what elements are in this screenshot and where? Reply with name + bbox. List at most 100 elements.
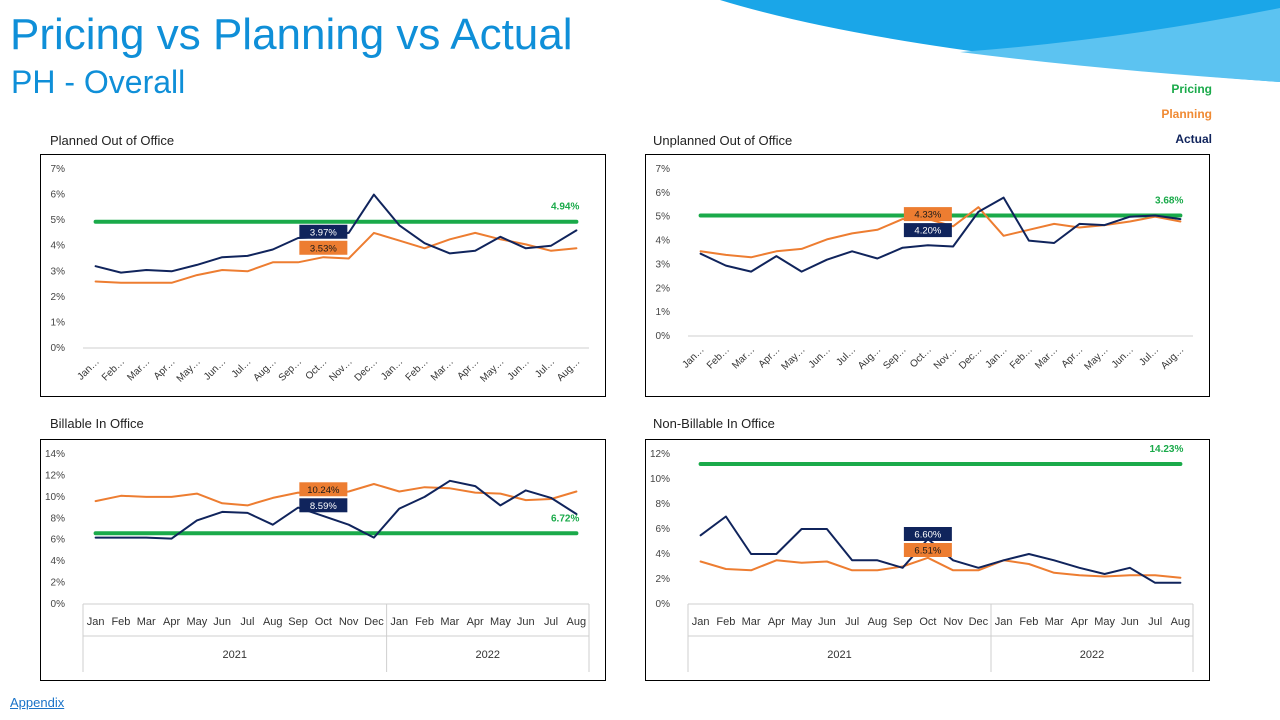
- x-tick-label: Sep: [893, 616, 913, 628]
- x-tick-label: Jan: [390, 616, 408, 628]
- actual-callout-box: [299, 498, 348, 513]
- y-tick-label: 0%: [656, 599, 671, 610]
- x-tick-label: Dec…: [353, 356, 380, 383]
- x-tick-label: Mar: [137, 616, 156, 628]
- actual-callout-box: [299, 224, 348, 239]
- x-tick-label: Nov: [339, 616, 359, 628]
- x-tick-label: Jul…: [1137, 344, 1161, 368]
- planning-value-label: 10.24%: [307, 485, 340, 496]
- chart-non-billable: 0% 2% 4% 6% 8% 10% 12% Jan Feb Mar Apr May Jun Jul Aug…: [645, 439, 1210, 681]
- x-tick-label: Jul…: [834, 344, 858, 368]
- x-tick-label: Aug…: [555, 356, 582, 383]
- x-tick-label: Feb…: [705, 344, 732, 371]
- x-tick-label: Aug…: [251, 356, 278, 383]
- x-tick-label: Oct…: [908, 344, 934, 370]
- x-tick-label: Jun: [1121, 616, 1139, 628]
- x-tick-label: Apr: [163, 616, 180, 628]
- y-tick-label: 8%: [656, 499, 671, 510]
- x-tick-label: Jun: [818, 616, 836, 628]
- x-tick-label: Apr…: [1060, 344, 1086, 370]
- appendix-link[interactable]: Appendix: [10, 695, 65, 710]
- chart-title-non-billable: Non-Billable In Office: [653, 416, 775, 431]
- y-tick-label: 6%: [656, 188, 671, 199]
- year-group-label: 2022: [1080, 649, 1104, 661]
- x-tick-label: Jan…: [379, 356, 405, 382]
- x-tick-label: Jul: [544, 616, 558, 628]
- x-tick-label: Mar…: [429, 356, 456, 383]
- planning-value-label: 6.51%: [914, 546, 941, 557]
- chart-unplanned-ooo-svg: 0%1%2%3%4%5%6%7%Jan…Feb…Mar… Apr…May…Jun……: [656, 164, 1193, 373]
- x-tick-label: Dec…: [957, 344, 984, 371]
- x-tick-label: Apr…: [455, 356, 481, 382]
- y-tick-label: 4%: [51, 556, 66, 567]
- page-subtitle: PH - Overall: [11, 64, 186, 100]
- x-tick-label: Jul…: [230, 356, 254, 380]
- chart-title-planned-ooo: Planned Out of Office: [50, 133, 175, 148]
- x-tick-label: Mar: [1045, 616, 1064, 628]
- x-tick-label: Oct…: [304, 356, 330, 382]
- x-tick-label: Aug…: [1159, 344, 1186, 371]
- y-tick-label: 4%: [656, 236, 671, 247]
- chart-billable: 0% 2% 4% 6% 8% 10% 12% 14% Jan Feb Mar Apr May Jun Jul…: [40, 439, 606, 681]
- x-tick-label: Jun…: [807, 344, 833, 370]
- planning-callout-box: [299, 240, 348, 255]
- year-group-label: 2021: [223, 649, 247, 661]
- y-tick-label: 5%: [51, 215, 66, 226]
- planning-value-label: 4.33%: [914, 210, 941, 221]
- actual-series-line: [699, 196, 1182, 273]
- y-tick-label: 6%: [51, 190, 66, 201]
- x-tick-label: Jan: [87, 616, 105, 628]
- x-tick-label: Jul…: [533, 356, 557, 380]
- x-tick-label: Feb: [111, 616, 130, 628]
- x-tick-label: Dec: [364, 616, 384, 628]
- pricing-value-label: 4.94%: [551, 202, 579, 213]
- y-tick-label: 1%: [656, 307, 671, 318]
- x-tick-label: Nov…: [327, 356, 354, 383]
- legend: Pricing Planning Actual: [1161, 82, 1212, 157]
- x-tick-label: Mar…: [730, 344, 757, 371]
- x-tick-label: Jun…: [202, 356, 228, 382]
- pricing-value-label: 6.72%: [551, 513, 579, 524]
- x-tick-label: Jul: [1148, 616, 1162, 628]
- y-tick-label: 2%: [656, 574, 671, 585]
- actual-value-label: 3.97%: [310, 227, 337, 238]
- y-tick-label: 10%: [45, 492, 65, 503]
- x-tick-label: May: [490, 616, 511, 628]
- y-tick-label: 7%: [656, 164, 671, 175]
- x-tick-label: Aug: [868, 616, 888, 628]
- x-tick-label: Nov: [943, 616, 963, 628]
- actual-callout-box: [903, 223, 952, 238]
- planning-callout-box: [903, 207, 952, 222]
- y-tick-label: 4%: [656, 549, 671, 560]
- x-tick-label: Apr: [768, 616, 785, 628]
- chart-non-billable-svg: 0% 2% 4% 6% 8% 10% 12% Jan Feb Mar Apr May Jun Jul Aug…: [650, 444, 1194, 672]
- y-tick-label: 12%: [45, 470, 65, 481]
- x-tick-label: Apr…: [757, 344, 783, 370]
- x-tick-label: Oct: [919, 616, 936, 628]
- chart-title-unplanned-ooo: Unplanned Out of Office: [653, 133, 793, 148]
- y-tick-label: 14%: [45, 449, 65, 460]
- header-wave-decoration: [720, 0, 1280, 82]
- x-tick-label: Mar: [742, 616, 761, 628]
- y-tick-label: 5%: [656, 212, 671, 223]
- page-title: Pricing vs Planning vs Actual: [10, 10, 573, 59]
- legend-item-pricing: Pricing: [1171, 82, 1212, 96]
- y-tick-label: 3%: [656, 259, 671, 270]
- actual-series-line: [94, 479, 578, 540]
- x-tick-label: Feb…: [100, 356, 127, 383]
- planning-series-line: [699, 556, 1182, 579]
- y-tick-label: 4%: [51, 241, 66, 252]
- x-tick-label: Jan…: [983, 344, 1009, 370]
- x-tick-label: Jun: [213, 616, 231, 628]
- actual-value-label: 4.20%: [914, 226, 941, 237]
- chart-unplanned-ooo: 0% 1% 2% 3% 4% 5% 6% 7% Jan… Feb… Mar… Apr… May… Jun……: [645, 154, 1210, 397]
- y-tick-label: 3%: [51, 266, 66, 277]
- x-tick-label: May…: [1083, 344, 1111, 372]
- legend-item-actual: Actual: [1175, 132, 1212, 146]
- x-tick-label: Apr: [467, 616, 484, 628]
- y-tick-label: 6%: [51, 535, 66, 546]
- y-tick-label: 0%: [51, 599, 66, 610]
- x-tick-label: Jul: [240, 616, 254, 628]
- x-tick-label: Feb: [716, 616, 735, 628]
- x-tick-label: May…: [780, 344, 808, 372]
